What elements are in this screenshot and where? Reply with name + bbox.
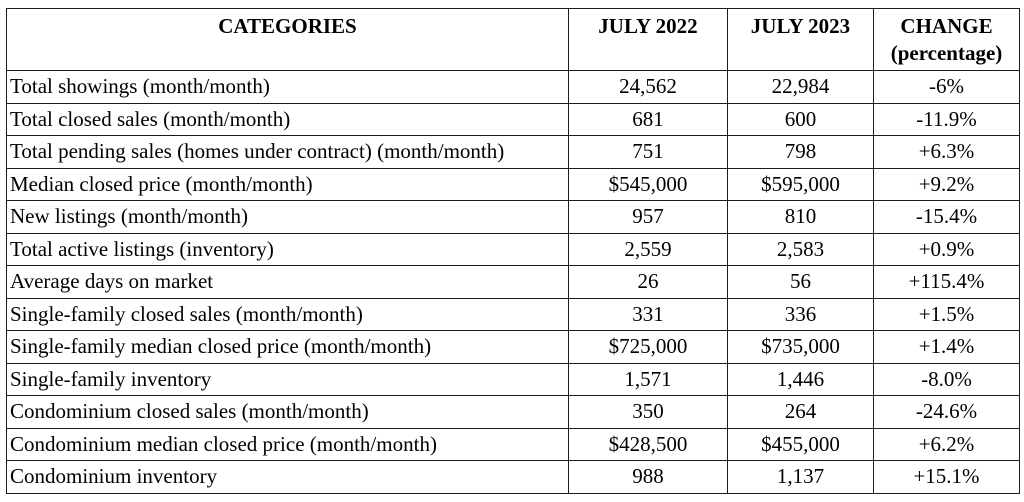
cell-change: -15.4% xyxy=(873,200,1020,234)
cell-jul2022: 1,571 xyxy=(568,362,728,396)
table-row: Median closed price (month/month) $545,00… xyxy=(6,167,1020,201)
cell-jul2022: 681 xyxy=(568,102,728,136)
cell-jul2023: 1,446 xyxy=(727,362,874,396)
header-change: CHANGE (percentage) xyxy=(873,8,1020,71)
cell-jul2022: 24,562 xyxy=(568,70,728,104)
cell-change: -6% xyxy=(873,70,1020,104)
table-row: Total showings (month/month) 24,562 22,984… xyxy=(6,70,1020,104)
cell-jul2022: 988 xyxy=(568,460,728,494)
cell-change: +6.3% xyxy=(873,135,1020,169)
cell-category: Condominium inventory xyxy=(6,460,569,494)
market-stats-table-container: CATEGORIES JULY 2022 JULY 2023 CHANGE (p… xyxy=(6,8,1020,494)
cell-category: Total showings (month/month) xyxy=(6,70,569,104)
cell-jul2023: 56 xyxy=(727,265,874,299)
cell-jul2022: 350 xyxy=(568,395,728,429)
cell-jul2023: 1,137 xyxy=(727,460,874,494)
header-row: CATEGORIES JULY 2022 JULY 2023 CHANGE (p… xyxy=(6,8,1020,71)
cell-change: -24.6% xyxy=(873,395,1020,429)
header-july-2022: JULY 2022 xyxy=(568,8,728,71)
header-categories: CATEGORIES xyxy=(6,8,569,71)
cell-change: +1.5% xyxy=(873,297,1020,331)
cell-category: Total closed sales (month/month) xyxy=(6,102,569,136)
cell-category: Condominium closed sales (month/month) xyxy=(6,395,569,429)
cell-jul2022: 2,559 xyxy=(568,232,728,266)
cell-jul2023: 264 xyxy=(727,395,874,429)
cell-category: Median closed price (month/month) xyxy=(6,167,569,201)
cell-category: Single-family closed sales (month/month) xyxy=(6,297,569,331)
cell-jul2023: $735,000 xyxy=(727,330,874,364)
cell-jul2023: 2,583 xyxy=(727,232,874,266)
cell-change: +0.9% xyxy=(873,232,1020,266)
table-body: Total showings (month/month) 24,562 22,984… xyxy=(6,70,1020,494)
cell-change: -8.0% xyxy=(873,362,1020,396)
cell-category: Single-family inventory xyxy=(6,362,569,396)
cell-category: Total pending sales (homes under contrac… xyxy=(6,135,569,169)
cell-jul2023: 336 xyxy=(727,297,874,331)
cell-category: New listings (month/month) xyxy=(6,200,569,234)
cell-jul2023: 600 xyxy=(727,102,874,136)
table-header: CATEGORIES JULY 2022 JULY 2023 CHANGE (p… xyxy=(6,8,1020,71)
table-row: Total closed sales (month/month) 681 600 -1… xyxy=(6,102,1020,136)
cell-jul2023: $595,000 xyxy=(727,167,874,201)
table-row: Average days on market 26 56 +115.4% xyxy=(6,265,1020,299)
table-row: Condominium median closed price (month/m… xyxy=(6,427,1020,461)
cell-jul2023: 22,984 xyxy=(727,70,874,104)
table-row: Total active listings (inventory) 2,559 2,… xyxy=(6,232,1020,266)
table-row: Single-family inventory 1,571 1,446 -8.0% xyxy=(6,362,1020,396)
header-change-line1: CHANGE xyxy=(900,14,993,38)
cell-jul2023: 798 xyxy=(727,135,874,169)
table-row: New listings (month/month) 957 810 -15.4% xyxy=(6,200,1020,234)
cell-change: +9.2% xyxy=(873,167,1020,201)
cell-category: Single-family median closed price (month… xyxy=(6,330,569,364)
table-row: Total pending sales (homes under contrac… xyxy=(6,135,1020,169)
header-july-2023: JULY 2023 xyxy=(727,8,874,71)
cell-jul2022: 331 xyxy=(568,297,728,331)
cell-jul2022: $428,500 xyxy=(568,427,728,461)
cell-jul2022: 957 xyxy=(568,200,728,234)
table-row: Condominium inventory 988 1,137 +15.1% xyxy=(6,460,1020,494)
cell-jul2022: $725,000 xyxy=(568,330,728,364)
cell-change: +15.1% xyxy=(873,460,1020,494)
header-change-line2: (percentage) xyxy=(890,41,1003,65)
cell-jul2022: 751 xyxy=(568,135,728,169)
cell-change: +6.2% xyxy=(873,427,1020,461)
cell-jul2023: 810 xyxy=(727,200,874,234)
cell-category: Condominium median closed price (month/m… xyxy=(6,427,569,461)
cell-jul2023: $455,000 xyxy=(727,427,874,461)
cell-jul2022: 26 xyxy=(568,265,728,299)
cell-jul2022: $545,000 xyxy=(568,167,728,201)
table-row: Single-family closed sales (month/month)… xyxy=(6,297,1020,331)
table-row: Condominium closed sales (month/month) 35… xyxy=(6,395,1020,429)
cell-change: +1.4% xyxy=(873,330,1020,364)
market-stats-table: CATEGORIES JULY 2022 JULY 2023 CHANGE (p… xyxy=(6,8,1020,494)
cell-category: Average days on market xyxy=(6,265,569,299)
cell-change: -11.9% xyxy=(873,102,1020,136)
table-row: Single-family median closed price (month… xyxy=(6,330,1020,364)
cell-change: +115.4% xyxy=(873,265,1020,299)
cell-category: Total active listings (inventory) xyxy=(6,232,569,266)
